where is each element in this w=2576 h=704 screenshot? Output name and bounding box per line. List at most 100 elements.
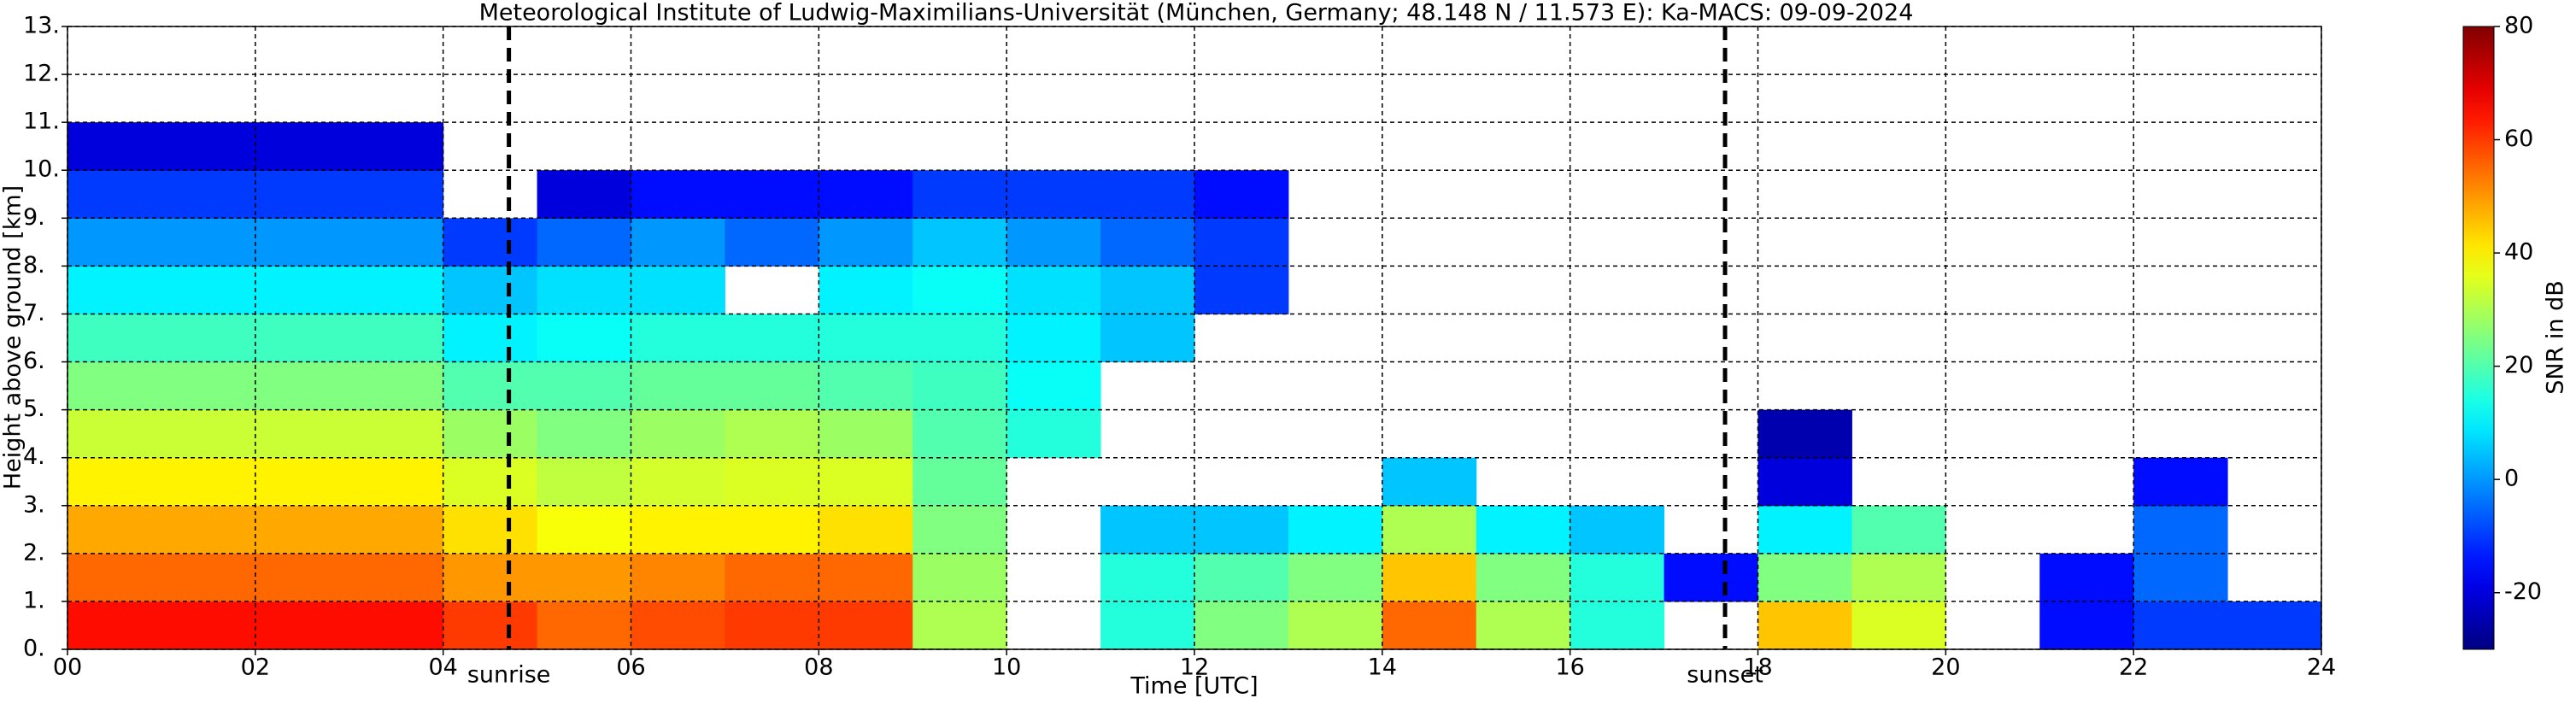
heatmap-cell — [1570, 553, 1665, 602]
heatmap-cell — [631, 457, 725, 507]
heatmap-cell — [819, 266, 913, 314]
heatmap-cell — [819, 409, 913, 459]
x-tick-label: 12 — [1180, 654, 1209, 681]
heatmap-cell — [349, 218, 444, 267]
heatmap-cell — [255, 553, 350, 602]
heatmap-cell — [1570, 505, 1665, 554]
heatmap-cell — [349, 314, 444, 363]
heatmap-cell — [1851, 553, 1946, 602]
heatmap-cell — [67, 122, 162, 171]
heatmap-cell — [1100, 170, 1195, 219]
y-tick-label: 7. — [23, 300, 45, 326]
heatmap-cell — [631, 505, 725, 554]
heatmap-cell — [819, 601, 913, 650]
heatmap-cell — [161, 409, 256, 459]
heatmap-cell — [1757, 505, 1852, 554]
heatmap-cell — [912, 218, 1007, 267]
y-tick-label: 4. — [23, 443, 45, 470]
heatmap-cell — [631, 266, 725, 314]
x-tick-label: 02 — [241, 654, 270, 681]
x-tick-label: 24 — [2307, 654, 2336, 681]
heatmap-cell — [537, 457, 631, 507]
colorbar-tick-label: 80 — [2504, 13, 2533, 39]
heatmap-cell — [1194, 553, 1289, 602]
heatmap-cell — [161, 505, 256, 554]
heatmap-cell — [631, 314, 725, 363]
heatmap-cell — [1664, 553, 1758, 602]
heatmap-cell — [161, 170, 256, 219]
heatmap-cell — [67, 409, 162, 459]
heatmap-cell — [631, 361, 725, 411]
heatmap-cell — [1570, 601, 1665, 650]
y-tick-label: 1. — [23, 587, 45, 613]
heatmap-cell — [725, 505, 819, 554]
heatmap-cell — [537, 553, 631, 602]
x-tick-label: 18 — [1743, 654, 1772, 681]
heatmap-cell — [725, 218, 819, 267]
colorbar-tick-label: -20 — [2504, 578, 2542, 605]
heatmap-cell — [912, 505, 1007, 554]
heatmap-cell — [819, 314, 913, 363]
heatmap-cell — [349, 122, 444, 171]
heatmap-cell — [161, 553, 256, 602]
heatmap-cell — [443, 457, 538, 507]
heatmap-cell — [255, 505, 350, 554]
plot-frame — [67, 26, 2322, 650]
colorbar-tick-label: 0 — [2504, 466, 2519, 492]
heatmap-cell — [255, 361, 350, 411]
heatmap-cell — [1757, 553, 1852, 602]
y-tick-label: 3. — [23, 491, 45, 518]
heatmap-cell — [1006, 361, 1101, 411]
heatmap-cell — [1100, 601, 1195, 650]
heatmap-cell — [1194, 218, 1289, 267]
x-tick-label: 14 — [1368, 654, 1397, 681]
heatmap-cell — [537, 266, 631, 314]
heatmap-cell — [349, 505, 444, 554]
x-tick-label: 04 — [428, 654, 457, 681]
heatmap-cell — [912, 601, 1007, 650]
event-label: sunset — [1687, 662, 1763, 689]
x-axis-label: Time [UTC] — [1130, 673, 1258, 700]
x-tick-label: 08 — [804, 654, 833, 681]
heatmap-cell — [537, 409, 631, 459]
heatmap-cell — [67, 314, 162, 363]
heatmap-cell — [1382, 601, 1477, 650]
heatmap-cell — [255, 457, 350, 507]
heatmap-cell — [631, 601, 725, 650]
heatmap-cell — [1100, 314, 1195, 363]
y-tick-label: 2. — [23, 539, 45, 566]
heatmap-cell — [912, 553, 1007, 602]
colorbar-tick-label: 40 — [2504, 239, 2533, 266]
heatmap-cell — [255, 314, 350, 363]
heatmap-cell — [255, 218, 350, 267]
heatmap-cell — [161, 122, 256, 171]
y-tick-label: 12. — [23, 61, 60, 87]
heatmap-cell — [349, 266, 444, 314]
heatmap-cell — [819, 553, 913, 602]
heatmap-cell — [349, 601, 444, 650]
heatmap-cell — [631, 170, 725, 219]
y-tick-label: 11. — [23, 109, 60, 135]
heatmap-cell — [67, 553, 162, 602]
heatmap-cell — [725, 314, 819, 363]
colorbar — [2462, 26, 2495, 650]
heatmap-cell — [443, 409, 538, 459]
heatmap-cell — [1100, 505, 1195, 554]
chart-title: Meteorological Institute of Ludwig-Maxim… — [479, 0, 1914, 26]
heatmap-cell — [631, 409, 725, 459]
heatmap-cell — [725, 361, 819, 411]
heatmap-cell — [1006, 409, 1101, 459]
heatmap-cell — [255, 170, 350, 219]
heatmap-cell — [1194, 266, 1289, 314]
heatmap-cell — [1288, 553, 1383, 602]
heatmap-cell — [1382, 553, 1477, 602]
heatmap-cell — [819, 218, 913, 267]
heatmap-cell — [1382, 457, 1477, 507]
heatmap-cell — [2227, 601, 2322, 650]
heatmap-cell — [1757, 409, 1852, 459]
heatmap-cell — [67, 457, 162, 507]
heatmap-cell — [1757, 457, 1852, 507]
heatmap-cell — [1100, 266, 1195, 314]
heatmap-cell — [1006, 314, 1101, 363]
